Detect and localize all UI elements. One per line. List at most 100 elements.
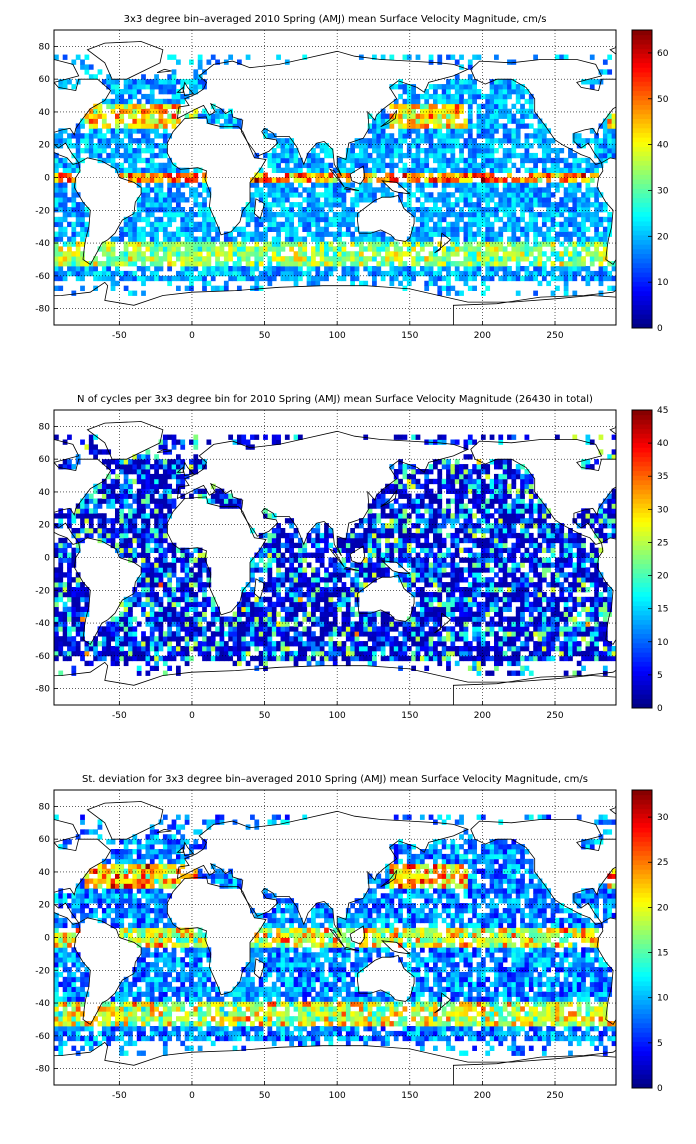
heatmap-cell: [320, 656, 325, 661]
heatmap-cell: [89, 266, 94, 271]
heatmap-cell: [150, 148, 155, 153]
heatmap-cell: [93, 119, 98, 124]
heatmap-cell: [176, 479, 181, 484]
heatmap-cell: [342, 641, 347, 646]
heatmap-cell: [372, 163, 377, 168]
heatmap-cell: [494, 202, 499, 207]
heatmap-cell: [472, 232, 477, 237]
heatmap-cell: [586, 163, 591, 168]
heatmap-cell: [215, 251, 220, 256]
heatmap-cell: [464, 212, 469, 217]
heatmap-cell: [381, 237, 386, 242]
heatmap-cell: [455, 232, 460, 237]
heatmap-cell: [167, 602, 172, 607]
heatmap-cell: [132, 153, 137, 158]
heatmap-cell: [363, 158, 368, 163]
heatmap-cell: [542, 128, 547, 133]
heatmap-cell: [559, 168, 564, 173]
heatmap-cell: [529, 173, 534, 178]
heatmap-cell: [337, 641, 342, 646]
heatmap-cell: [76, 143, 81, 148]
heatmap-cell: [590, 222, 595, 227]
heatmap-cell: [398, 148, 403, 153]
heatmap-cell: [315, 602, 320, 607]
heatmap-cell: [267, 271, 272, 276]
heatmap-cell: [294, 173, 299, 178]
heatmap-cell: [568, 178, 573, 183]
heatmap-cell: [481, 94, 486, 99]
heatmap-cell: [315, 636, 320, 641]
heatmap-cell: [350, 153, 355, 158]
heatmap-cell: [389, 168, 394, 173]
heatmap-cell: [468, 104, 473, 109]
heatmap-cell: [285, 178, 290, 183]
heatmap-cell: [76, 266, 81, 271]
heatmap-cell: [342, 572, 347, 577]
heatmap-cell: [311, 641, 316, 646]
heatmap-cell: [333, 217, 338, 222]
heatmap-cell: [442, 153, 447, 158]
heatmap-cell: [193, 621, 198, 626]
heatmap-cell: [450, 168, 455, 173]
heatmap-cell: [581, 217, 586, 222]
heatmap-cell: [298, 548, 303, 553]
heatmap-cell: [289, 626, 294, 631]
heatmap-cell: [546, 207, 551, 212]
heatmap-cell: [337, 538, 342, 543]
heatmap-cell: [477, 251, 482, 256]
heatmap-cell: [176, 617, 181, 622]
heatmap-cell: [529, 212, 534, 217]
heatmap-cell: [254, 666, 259, 671]
heatmap-cell: [511, 212, 516, 217]
heatmap-cell: [233, 631, 238, 636]
heatmap-cell: [206, 646, 211, 651]
heatmap-cell: [494, 241, 499, 246]
heatmap-cell: [485, 114, 490, 119]
heatmap-cell: [237, 617, 242, 622]
heatmap-cell: [542, 158, 547, 163]
heatmap-cell: [350, 212, 355, 217]
heatmap-cell: [63, 513, 68, 518]
heatmap-cell: [250, 202, 255, 207]
heatmap-cell: [167, 464, 172, 469]
heatmap-cell: [459, 227, 464, 232]
heatmap-cell: [189, 572, 194, 577]
heatmap-cell: [468, 217, 473, 222]
heatmap-cell: [250, 435, 255, 440]
heatmap-cell: [137, 212, 142, 217]
heatmap-cell: [285, 533, 290, 538]
heatmap-cell: [455, 271, 460, 276]
heatmap-cell: [281, 651, 286, 656]
heatmap-cell: [193, 592, 198, 597]
heatmap-cell: [555, 256, 560, 261]
heatmap-cell: [442, 217, 447, 222]
heatmap-cell: [102, 138, 107, 143]
heatmap-cell: [137, 168, 142, 173]
heatmap-cell: [315, 577, 320, 582]
heatmap-cell: [381, 256, 386, 261]
heatmap-cell: [167, 631, 172, 636]
heatmap-cell: [254, 641, 259, 646]
heatmap-cell: [276, 163, 281, 168]
heatmap-cell: [328, 597, 333, 602]
heatmap-cell: [407, 251, 412, 256]
heatmap-cell: [481, 291, 486, 296]
heatmap-cell: [498, 84, 503, 89]
heatmap-cell: [459, 99, 464, 104]
heatmap-cell: [603, 138, 608, 143]
heatmap-cell: [468, 207, 473, 212]
heatmap-cell: [586, 212, 591, 217]
heatmap-cell: [137, 489, 142, 494]
heatmap-cell: [603, 227, 608, 232]
heatmap-cell: [154, 153, 159, 158]
heatmap-cell: [446, 207, 451, 212]
heatmap-cell: [115, 464, 120, 469]
heatmap-cell: [80, 656, 85, 661]
heatmap-cell: [507, 173, 512, 178]
heatmap-cell: [172, 572, 177, 577]
heatmap-cell: [93, 148, 98, 153]
heatmap-cell: [176, 582, 181, 587]
heatmap-cell: [320, 607, 325, 612]
heatmap-cell: [250, 261, 255, 266]
heatmap-cell: [485, 178, 490, 183]
